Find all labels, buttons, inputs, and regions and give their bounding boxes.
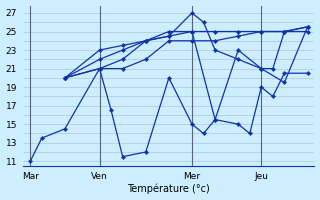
X-axis label: Température (°c): Température (°c) (127, 184, 210, 194)
